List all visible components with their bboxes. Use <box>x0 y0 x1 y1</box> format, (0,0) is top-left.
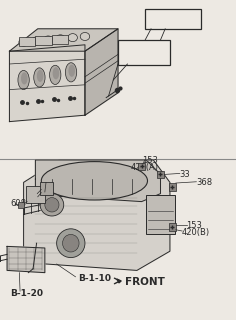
Bar <box>35 36 52 45</box>
Ellipse shape <box>63 234 79 252</box>
Bar <box>124 40 132 45</box>
Text: 327: 327 <box>125 47 141 56</box>
Text: 153: 153 <box>186 221 202 230</box>
Text: 153: 153 <box>142 156 157 165</box>
Bar <box>18 202 24 208</box>
Ellipse shape <box>45 197 59 212</box>
Bar <box>169 223 176 231</box>
Ellipse shape <box>37 70 43 82</box>
Polygon shape <box>35 160 160 202</box>
Text: B-1-10: B-1-10 <box>78 274 111 283</box>
Bar <box>138 163 145 170</box>
Polygon shape <box>117 279 121 283</box>
Ellipse shape <box>68 34 77 42</box>
Polygon shape <box>9 29 118 51</box>
Bar <box>146 195 175 234</box>
Bar <box>26 186 45 203</box>
Ellipse shape <box>34 68 45 87</box>
Bar <box>136 46 145 52</box>
Ellipse shape <box>80 33 90 41</box>
Bar <box>157 171 164 178</box>
Text: 420(A): 420(A) <box>131 163 159 172</box>
Bar <box>118 40 170 65</box>
Ellipse shape <box>53 67 59 79</box>
Bar <box>169 183 176 191</box>
Bar <box>40 182 53 195</box>
Ellipse shape <box>31 37 41 45</box>
Ellipse shape <box>21 72 28 84</box>
Ellipse shape <box>18 70 29 90</box>
Ellipse shape <box>43 36 53 44</box>
Ellipse shape <box>68 65 75 77</box>
Bar <box>145 9 201 29</box>
Text: 608: 608 <box>11 199 27 208</box>
Text: 368: 368 <box>196 178 212 187</box>
Text: E-10: E-10 <box>165 15 187 24</box>
Bar <box>52 35 68 44</box>
Text: 420(B): 420(B) <box>182 228 210 236</box>
Ellipse shape <box>56 35 65 43</box>
Text: 33: 33 <box>179 170 190 179</box>
Ellipse shape <box>65 63 77 82</box>
Ellipse shape <box>50 65 61 84</box>
Text: 782: 782 <box>139 53 155 62</box>
Text: E-1: E-1 <box>37 188 53 196</box>
Bar <box>19 37 35 46</box>
Ellipse shape <box>40 194 64 216</box>
Text: FRONT: FRONT <box>125 276 165 287</box>
Polygon shape <box>9 45 85 122</box>
Polygon shape <box>85 29 118 115</box>
Ellipse shape <box>41 162 148 200</box>
Text: B-1-20: B-1-20 <box>11 289 44 298</box>
Polygon shape <box>7 246 45 273</box>
Ellipse shape <box>19 38 28 46</box>
Polygon shape <box>24 160 170 270</box>
Ellipse shape <box>57 229 85 258</box>
